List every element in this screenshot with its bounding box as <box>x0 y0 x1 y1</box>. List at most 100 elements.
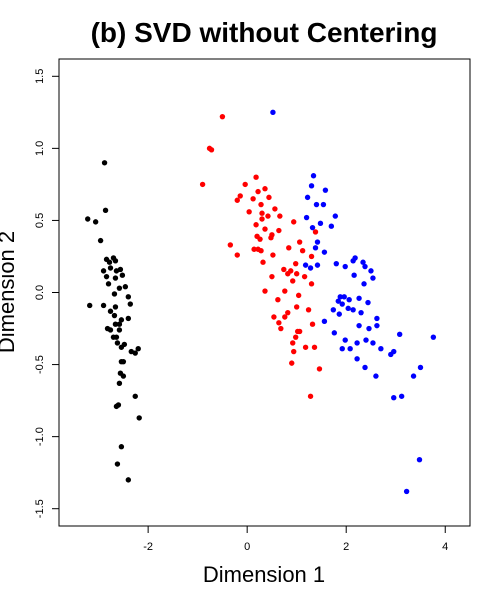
data-point <box>116 380 123 387</box>
data-point <box>266 194 272 201</box>
data-point <box>339 346 345 352</box>
data-point <box>257 236 263 242</box>
data-point <box>312 229 319 235</box>
data-point <box>368 268 374 274</box>
data-point <box>268 235 274 241</box>
data-point <box>332 213 339 219</box>
data-point <box>314 239 321 245</box>
data-point <box>275 297 281 303</box>
data-point <box>320 201 327 208</box>
data-point <box>262 288 268 294</box>
data-point <box>322 187 329 193</box>
data-point <box>278 325 284 332</box>
data-point <box>430 334 437 340</box>
data-point <box>92 219 99 225</box>
data-point <box>309 321 316 327</box>
data-point <box>114 461 121 467</box>
data-point <box>111 291 118 297</box>
data-point <box>346 297 352 303</box>
data-point <box>103 273 110 280</box>
data-point <box>118 317 125 323</box>
data-point <box>120 358 127 365</box>
data-point <box>310 173 317 179</box>
data-point <box>350 258 356 264</box>
data-point <box>373 373 379 379</box>
data-point <box>101 160 108 166</box>
data-point <box>246 209 252 215</box>
data-point <box>105 281 112 287</box>
data-point <box>234 252 240 258</box>
data-point <box>358 309 364 316</box>
x-tick-label: -2 <box>143 541 153 553</box>
data-point <box>309 224 316 231</box>
data-point <box>125 294 132 300</box>
data-point <box>116 321 123 327</box>
data-point <box>237 193 243 199</box>
data-point <box>285 309 291 316</box>
data-point <box>308 253 315 260</box>
data-point <box>312 245 319 251</box>
data-point <box>363 337 369 343</box>
data-point <box>311 344 318 350</box>
data-point <box>354 340 360 346</box>
x-axis-label: Dimension 1 <box>203 562 325 587</box>
data-point <box>97 237 104 244</box>
data-point <box>366 325 372 332</box>
data-point <box>396 331 403 337</box>
data-point <box>293 304 300 310</box>
data-point <box>270 109 276 116</box>
data-point <box>291 348 297 355</box>
y-tick-label: 0.5 <box>34 213 46 228</box>
data-point <box>378 346 384 352</box>
data-point <box>112 321 119 327</box>
data-point <box>276 227 282 234</box>
data-point <box>253 174 259 180</box>
series-1 <box>199 113 323 399</box>
data-point <box>100 302 107 309</box>
data-point <box>290 340 296 346</box>
data-point <box>258 248 264 254</box>
data-point <box>388 351 394 358</box>
data-point <box>118 444 125 450</box>
data-point <box>110 334 117 340</box>
data-point <box>351 272 357 278</box>
data-point <box>410 373 417 379</box>
data-point <box>271 314 277 320</box>
data-point <box>292 334 299 340</box>
data-point <box>342 263 348 270</box>
data-point <box>102 207 109 214</box>
data-point <box>370 275 376 281</box>
y-tick-label: -0.5 <box>34 355 46 374</box>
data-point <box>314 262 321 268</box>
y-tick-label: 0.0 <box>34 285 46 300</box>
data-points <box>85 109 437 495</box>
data-point <box>127 301 134 307</box>
x-tick-label: 4 <box>442 541 448 553</box>
data-point <box>308 183 315 189</box>
data-point <box>107 308 114 314</box>
data-point <box>374 315 380 322</box>
data-point <box>118 344 125 350</box>
data-point <box>286 245 292 251</box>
data-point <box>316 366 323 372</box>
data-point <box>291 219 297 225</box>
data-point <box>120 373 127 379</box>
data-point <box>125 315 132 322</box>
data-point <box>303 214 310 221</box>
data-point <box>111 312 118 319</box>
data-point <box>354 356 360 362</box>
y-axis-label: Dimension 2 <box>0 231 19 353</box>
data-point <box>242 181 248 188</box>
data-point <box>122 284 129 290</box>
data-point <box>342 337 348 343</box>
x-axis: -2 0 2 4 <box>143 525 448 553</box>
data-point <box>304 194 311 201</box>
data-point <box>219 113 226 120</box>
x-tick-label: 0 <box>244 541 250 553</box>
data-point <box>335 298 341 304</box>
data-point <box>362 263 368 270</box>
data-point <box>136 415 142 421</box>
data-point <box>113 403 120 410</box>
data-point <box>362 364 368 371</box>
